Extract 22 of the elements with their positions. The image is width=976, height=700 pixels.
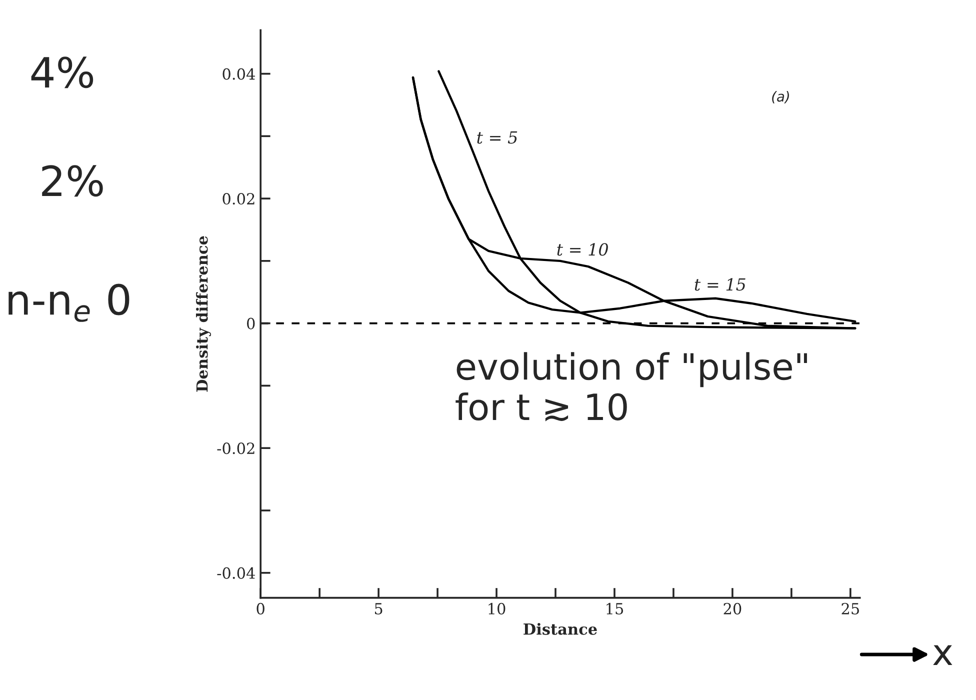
y-axis-title: Density difference xyxy=(196,236,211,392)
y-tick-label: 0.04 xyxy=(222,68,255,80)
annotation: t = 15 xyxy=(694,278,746,291)
annotation: (a) xyxy=(772,90,789,104)
y-tick-label: -0.02 xyxy=(217,442,254,454)
x-tick-label: 5 xyxy=(374,603,382,614)
y-tick-label: -0.04 xyxy=(217,567,255,579)
text: n-n$_{e}$ 0 xyxy=(8,284,130,322)
annotation: evolution of "pulse" for t ≳ 10 xyxy=(456,352,807,422)
x-tick-label: 25 xyxy=(842,602,859,614)
annotation: t = 5 xyxy=(477,131,518,144)
y-tick-label: 0.02 xyxy=(222,193,254,205)
text: 4% xyxy=(31,56,94,88)
text: x xyxy=(933,645,952,665)
annotation: t = 10 xyxy=(557,243,608,256)
x-axis-title: Distance xyxy=(524,623,597,635)
text: 2% xyxy=(42,165,103,197)
x-tick-label: 10 xyxy=(488,602,506,614)
y-tick-label: 0 xyxy=(247,318,255,330)
x-tick-label: 0 xyxy=(256,602,264,614)
x-tick-label: 20 xyxy=(724,602,742,614)
x-tick-label: 15 xyxy=(606,602,624,614)
